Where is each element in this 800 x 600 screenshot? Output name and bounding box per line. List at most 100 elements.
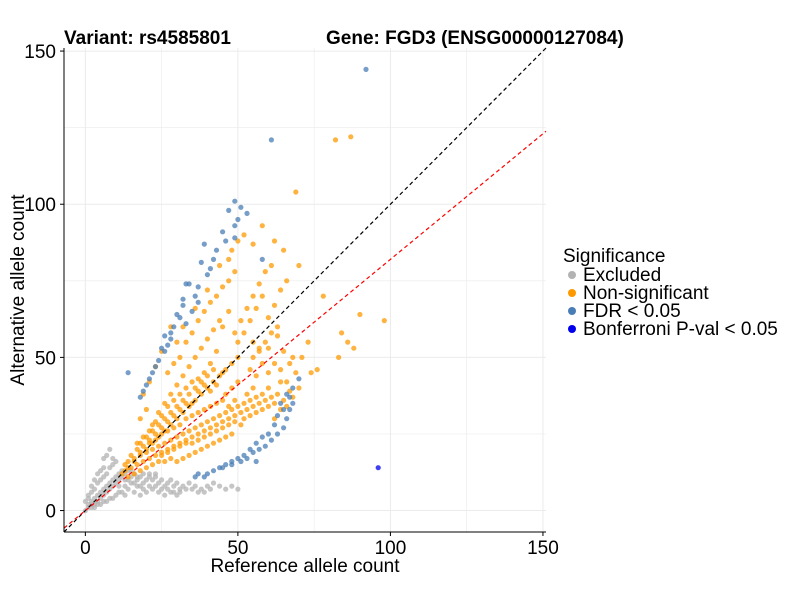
data-point (149, 462, 156, 468)
data-point (207, 431, 213, 437)
data-point (159, 413, 165, 419)
data-point (137, 468, 143, 474)
data-point (146, 428, 152, 434)
data-point (210, 256, 217, 262)
data-point (223, 486, 229, 492)
data-point (171, 397, 177, 403)
data-point (204, 272, 210, 278)
data-point (183, 321, 189, 327)
data-point (131, 480, 137, 486)
data-point (159, 452, 165, 458)
data-point (152, 483, 159, 489)
x-tick-label: 0 (80, 538, 91, 559)
data-point (192, 354, 198, 360)
legend-label: Bonferroni P-val < 0.05 (583, 319, 778, 340)
data-point (290, 400, 296, 406)
data-point (198, 345, 204, 351)
data-point (229, 431, 235, 437)
data-points (82, 66, 387, 514)
data-point (213, 422, 220, 428)
data-point (186, 281, 192, 287)
series-bonferroni-p-val-0-05 (375, 465, 381, 471)
data-point (177, 354, 183, 360)
legend-swatch (568, 271, 576, 279)
data-point (278, 400, 284, 406)
data-point (177, 443, 183, 449)
series-fdr-0-05 (125, 66, 369, 480)
data-point (152, 419, 159, 425)
data-point (207, 299, 213, 305)
data-point (210, 468, 217, 474)
data-point (259, 256, 265, 262)
data-point (168, 330, 174, 336)
data-point (85, 492, 91, 498)
data-point (168, 455, 174, 462)
data-point (204, 443, 210, 449)
data-point (281, 425, 287, 431)
data-point (207, 403, 213, 409)
data-point (265, 315, 271, 321)
data-point (122, 492, 128, 498)
data-point (146, 376, 152, 382)
data-point (213, 382, 220, 388)
data-point (171, 413, 177, 419)
data-point (235, 339, 241, 345)
data-point (174, 480, 180, 486)
data-point (262, 339, 268, 345)
data-point (162, 440, 168, 446)
data-point (189, 486, 195, 492)
data-point (183, 339, 189, 345)
reference-lines (63, 47, 547, 533)
data-point (290, 385, 296, 391)
data-point (220, 419, 226, 425)
data-point (186, 480, 192, 486)
legend-label: Non-significant (583, 283, 709, 304)
data-point (204, 419, 210, 425)
y-tick-label: 100 (24, 195, 56, 216)
data-point (250, 293, 256, 299)
data-point (223, 409, 229, 416)
y-tick-label: 50 (35, 348, 56, 369)
data-point (159, 477, 165, 483)
data-point (241, 232, 247, 238)
data-point (183, 400, 189, 406)
data-point (192, 425, 198, 431)
data-point (143, 382, 149, 388)
data-point (146, 437, 152, 443)
data-point (265, 385, 271, 391)
data-point (265, 403, 271, 409)
data-point (198, 446, 204, 452)
data-point (271, 360, 278, 367)
data-point (287, 406, 293, 413)
data-point (171, 324, 177, 330)
data-point (210, 367, 217, 373)
data-point (125, 370, 131, 376)
data-point (274, 413, 281, 419)
data-point (232, 330, 238, 336)
data-point (186, 391, 192, 397)
data-point (262, 269, 268, 275)
data-point (137, 394, 143, 400)
data-point (213, 428, 220, 434)
data-point (278, 379, 284, 385)
data-point (195, 388, 201, 394)
data-point (256, 446, 262, 452)
data-point (156, 443, 162, 449)
data-point (180, 455, 186, 462)
data-point (131, 489, 137, 495)
data-point (213, 293, 220, 299)
data-point (229, 483, 235, 489)
data-point (265, 431, 271, 437)
data-point (296, 385, 302, 391)
data-point (165, 449, 171, 455)
data-point (332, 137, 339, 143)
data-point (262, 397, 268, 403)
data-point (116, 483, 122, 489)
data-point (146, 483, 152, 489)
data-point (244, 391, 250, 397)
data-point (262, 443, 268, 449)
data-point (247, 397, 253, 403)
data-point (281, 406, 287, 413)
data-point (253, 394, 259, 400)
data-point (223, 434, 229, 440)
